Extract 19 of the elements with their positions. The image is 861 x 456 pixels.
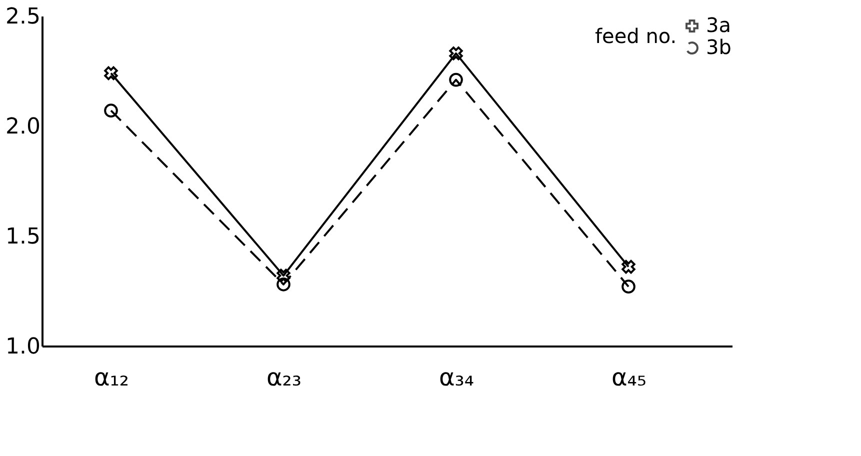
y-tick-label: 2.5 — [6, 4, 40, 30]
y-tick-label: 1.0 — [6, 334, 40, 360]
point — [276, 268, 290, 282]
point — [276, 277, 290, 292]
y-tick-label: 1.5 — [6, 224, 40, 250]
point — [622, 260, 636, 274]
point — [622, 280, 636, 294]
x-tick-label: α₃₄ — [438, 364, 474, 392]
legend-label: 3b — [706, 35, 732, 59]
x-tick-label: α₄₅ — [611, 364, 647, 392]
legend-title: feed no. — [595, 24, 677, 48]
x-tick-label: α₂₃ — [266, 364, 302, 392]
y-tick-label: 2.0 — [6, 114, 40, 140]
point — [449, 46, 463, 60]
point — [449, 72, 463, 87]
x-tick-label: α₁₂ — [94, 364, 130, 392]
point — [104, 104, 118, 118]
point — [104, 66, 118, 80]
legend-label: 3a — [706, 13, 731, 37]
